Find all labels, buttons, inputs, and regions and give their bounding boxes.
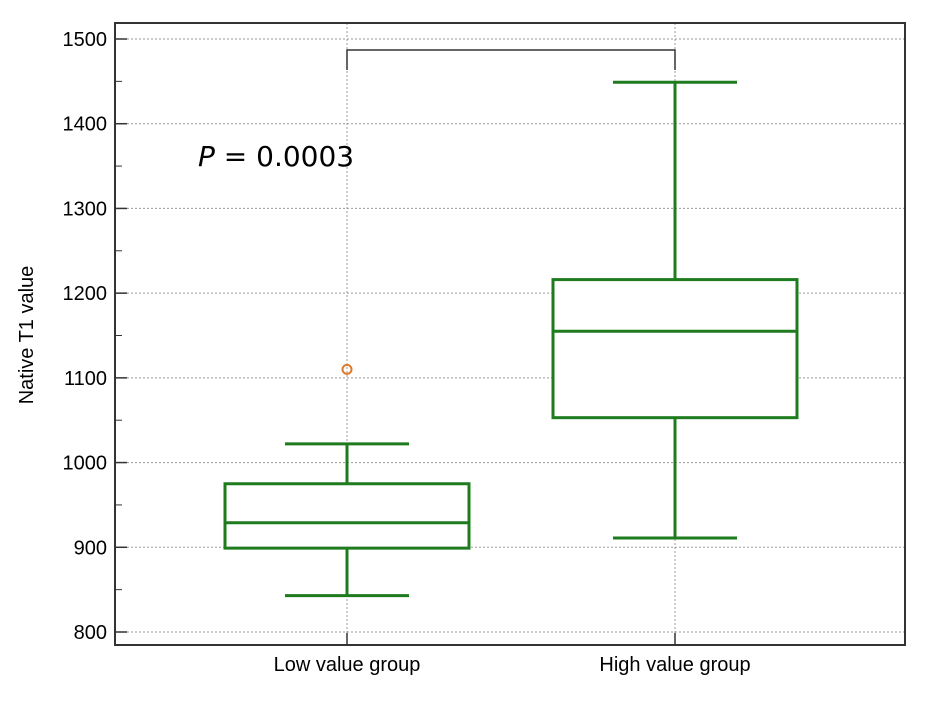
x-category-label-high: High value group xyxy=(599,654,750,676)
box-series xyxy=(223,80,799,598)
y-tick-label: 1200 xyxy=(63,283,108,305)
y-tick-label: 900 xyxy=(74,537,107,559)
box-low-value-group xyxy=(223,442,471,598)
p-value-symbol: P xyxy=(198,140,215,173)
p-value-text: = 0.0003 xyxy=(215,140,354,173)
significance-bracket xyxy=(346,49,676,71)
y-tick-label: 1300 xyxy=(63,198,108,220)
outlier-point xyxy=(341,363,353,375)
x-axis-ticks xyxy=(346,633,676,645)
y-tick-label: 1000 xyxy=(63,453,108,475)
x-category-label-low: Low value group xyxy=(274,654,421,676)
y-tick-label: 800 xyxy=(74,622,107,644)
y-tick-label: 1500 xyxy=(63,29,108,51)
box-high-value-group xyxy=(551,80,799,540)
p-value-annotation: P = 0.0003 xyxy=(198,140,354,173)
plot-frame xyxy=(114,22,906,646)
bracket-line xyxy=(346,49,676,71)
y-tick-label: 1400 xyxy=(63,114,108,136)
y-tick-label: 1100 xyxy=(64,368,107,390)
outlier-points xyxy=(341,363,353,375)
y-axis-title: Native T1 value xyxy=(16,266,38,405)
interquartile-box xyxy=(551,278,799,420)
interquartile-box xyxy=(223,482,471,550)
y-axis-ticks: 800 900 1000 1100 1200 1300 1400 1500 xyxy=(63,29,127,644)
